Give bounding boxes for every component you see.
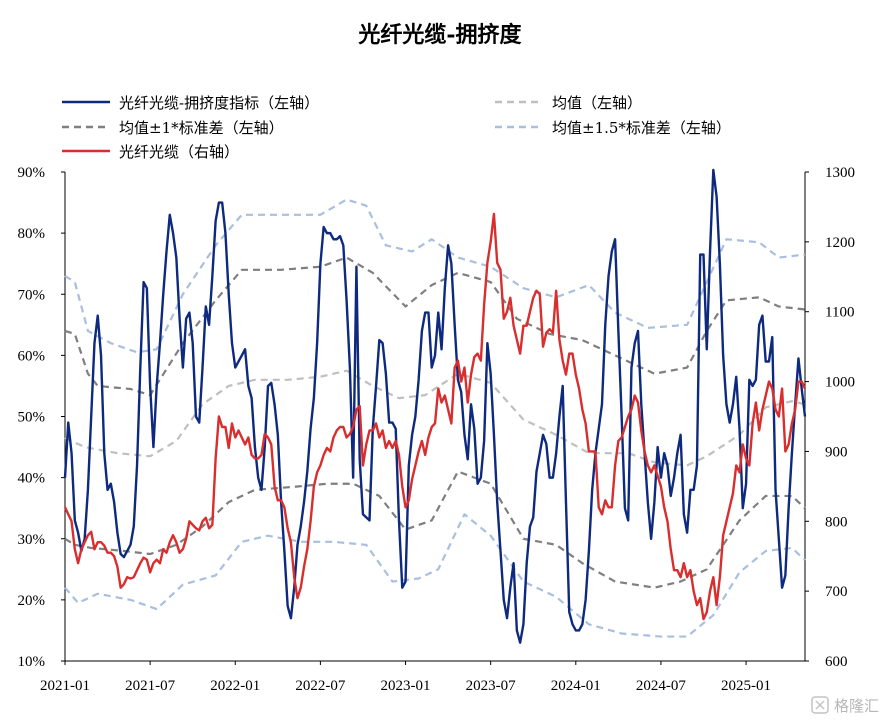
right-tick-label: 1000	[825, 375, 855, 391]
series-line-price	[63, 212, 807, 621]
x-tick-label: 2025-01	[721, 678, 771, 694]
right-tick-label: 800	[825, 514, 848, 530]
legend-label-crowd: 光纤光缆-拥挤度指标（左轴）	[119, 94, 319, 112]
series-line-crowd	[63, 168, 807, 644]
legend-label-price: 光纤光缆（右轴）	[119, 143, 239, 161]
series-lines	[63, 168, 807, 644]
series-line-sd_dn	[64, 470, 806, 589]
x-tick-label: 2023-01	[381, 678, 431, 694]
left-tick-label: 90%	[18, 165, 46, 181]
right-tick-label: 1300	[825, 165, 855, 181]
watermark-logo-icon	[811, 696, 829, 714]
left-tick-label: 60%	[18, 348, 46, 364]
x-tick-label: 2021-07	[125, 678, 175, 694]
right-tick-label: 700	[825, 584, 848, 600]
x-tick-label: 2024-07	[636, 678, 686, 694]
series-line-sd15_dn	[64, 513, 806, 638]
chart-title: 光纤光缆-拥挤度	[357, 22, 522, 48]
left-tick-label: 10%	[18, 654, 46, 670]
left-tick-label: 70%	[18, 287, 46, 303]
x-tick-label: 2022-01	[210, 678, 260, 694]
left-tick-label: 40%	[18, 471, 46, 487]
x-tick-label: 2021-01	[40, 678, 90, 694]
legend: 光纤光缆-拥挤度指标（左轴） 均值（左轴） 均值±1*标准差（左轴） 均值±1.5*标…	[62, 94, 731, 161]
left-tick-label: 20%	[18, 593, 46, 609]
legend-label-sd15_up: 均值±1.5*标准差（左轴）	[552, 119, 731, 137]
axes: 10% 20% 30% 40% 50% 60% 70% 80% 90% 600 700 800 900 1…	[18, 165, 856, 694]
x-tick-label: 2022-07	[295, 678, 345, 694]
left-tick-label: 80%	[18, 226, 46, 242]
x-tick-label: 2024-01	[551, 678, 601, 694]
right-tick-label: 1200	[825, 235, 855, 251]
right-tick-label: 900	[825, 444, 848, 460]
left-tick-label: 50%	[18, 410, 46, 426]
x-tick-label: 2023-07	[466, 678, 516, 694]
legend-label-mean: 均值（左轴）	[552, 94, 642, 112]
right-tick-label: 1100	[825, 305, 854, 321]
series-line-sd15_up	[64, 198, 806, 354]
watermark-text: 格隆汇	[834, 697, 879, 715]
series-line-sd_up	[64, 256, 806, 397]
right-tick-label: 600	[825, 654, 848, 670]
left-tick-label: 30%	[18, 532, 46, 548]
watermark-logo-mark	[815, 700, 825, 710]
watermark: 格隆汇	[811, 696, 879, 715]
legend-label-sd_up: 均值±1*标准差（左轴）	[119, 119, 284, 137]
